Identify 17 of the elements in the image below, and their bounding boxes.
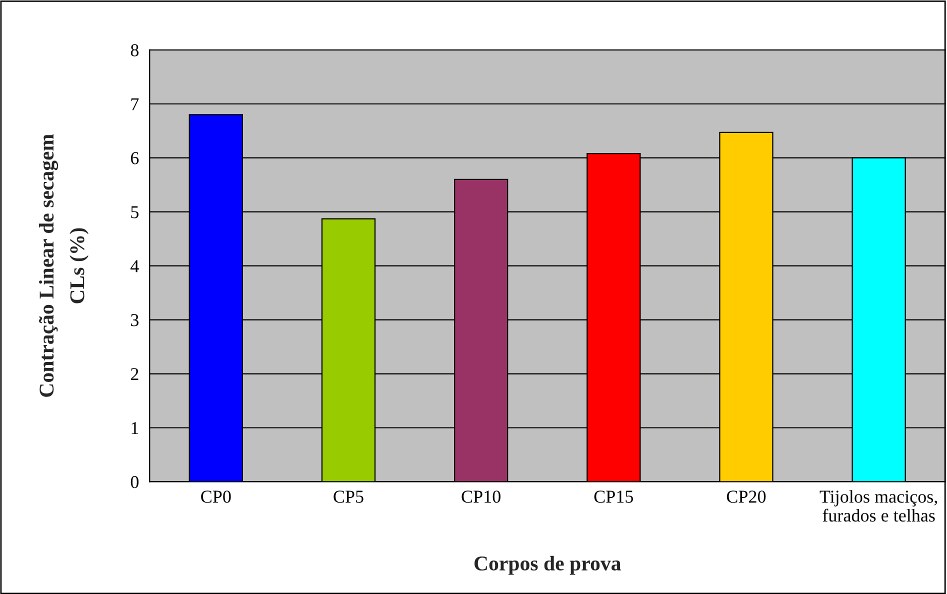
y-tick-label: 2	[130, 368, 138, 380]
y-tick-label: 1	[132, 422, 138, 434]
y-tick-label: 7	[131, 98, 139, 110]
x-axis-title: Corpos de prova	[474, 556, 621, 575]
x-tick-label: CP10	[462, 490, 500, 503]
y-tick-label: 0	[130, 476, 139, 488]
x-tick-label: CP20	[726, 490, 766, 503]
y-tick-label: 6	[130, 152, 139, 164]
y-tick-label: 5	[131, 206, 139, 218]
y-tick-label: 8	[130, 44, 139, 56]
x-tick-label: CP0	[201, 490, 231, 503]
x-tick-label: CP15	[594, 490, 634, 503]
x-tick-label: CP5	[334, 490, 364, 503]
y-axis-title: Contração Linear de secagem CLs (%)	[38, 134, 89, 397]
x-tick-label: Tijolos maciços, furados e telhas	[820, 490, 938, 522]
y-tick-label: 3	[131, 314, 139, 326]
y-tick-label: 4	[130, 260, 139, 272]
